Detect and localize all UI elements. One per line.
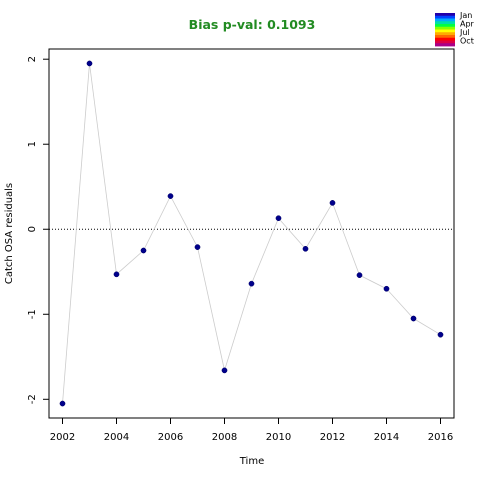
data-point-2008 — [221, 367, 228, 374]
plot-frame — [48, 48, 455, 419]
data-point-2014 — [383, 285, 390, 292]
legend-color-swatch — [435, 15, 455, 19]
chart-title: Bias p-val: 0.1093 — [189, 17, 316, 32]
legend-color-swatch — [435, 40, 455, 44]
data-point-2012 — [329, 200, 336, 206]
data-point-2016 — [437, 331, 444, 338]
data-points — [59, 60, 444, 407]
series-line — [62, 63, 441, 404]
data-point-2007 — [194, 244, 201, 250]
y-tick-label--1: -1 — [27, 309, 38, 319]
data-point-2013 — [356, 272, 363, 279]
x-tick-label-2012: 2012 — [320, 432, 345, 443]
legend-color-swatch — [435, 32, 455, 36]
legend-color-swatch — [435, 24, 455, 28]
legend-label-apr: Apr — [460, 20, 475, 29]
y-axis: -2 -1 0 1 2 — [27, 56, 49, 404]
data-point-2003 — [86, 60, 93, 67]
data-point-2011 — [302, 245, 309, 252]
y-tick-label-1: 1 — [27, 141, 38, 147]
x-tick-label-2016: 2016 — [428, 432, 453, 443]
data-point-2005 — [140, 247, 147, 254]
x-axis: 2002 2004 2006 2008 2010 2012 2014 2016 — [50, 418, 453, 443]
data-point-2010 — [275, 215, 282, 222]
data-point-2009 — [248, 280, 255, 287]
y-axis-label: Catch OSA residuals — [4, 183, 15, 284]
legend-color-swatch — [435, 26, 455, 30]
data-point-2006 — [167, 193, 174, 199]
y-tick-label--2: -2 — [27, 394, 38, 404]
x-tick-label-2006: 2006 — [158, 432, 183, 443]
y-tick-label-2: 2 — [27, 56, 38, 62]
x-tick-label-2008: 2008 — [212, 432, 237, 443]
x-tick-label-2014: 2014 — [374, 432, 399, 443]
legend-color-swatch — [435, 35, 455, 39]
x-tick-label-2004: 2004 — [104, 432, 129, 443]
legend-color-swatch — [435, 29, 455, 33]
legend-label-jul: Jul — [459, 28, 470, 37]
legend-color-swatch — [435, 43, 455, 47]
legend-color-swatch — [435, 18, 455, 22]
legend-color-swatch — [435, 37, 455, 41]
data-point-2002 — [59, 400, 66, 407]
x-tick-label-2002: 2002 — [50, 432, 75, 443]
y-tick-label-0: 0 — [27, 226, 38, 232]
x-tick-label-2010: 2010 — [266, 432, 291, 443]
data-point-2015 — [410, 315, 417, 322]
legend-color-swatch — [435, 13, 455, 17]
legend-label-jan: Jan — [459, 11, 472, 20]
data-point-2004 — [113, 271, 120, 278]
x-axis-label: Time — [239, 456, 264, 467]
legend-label-oct: Oct — [460, 37, 474, 46]
legend-color-swatch — [435, 21, 455, 25]
